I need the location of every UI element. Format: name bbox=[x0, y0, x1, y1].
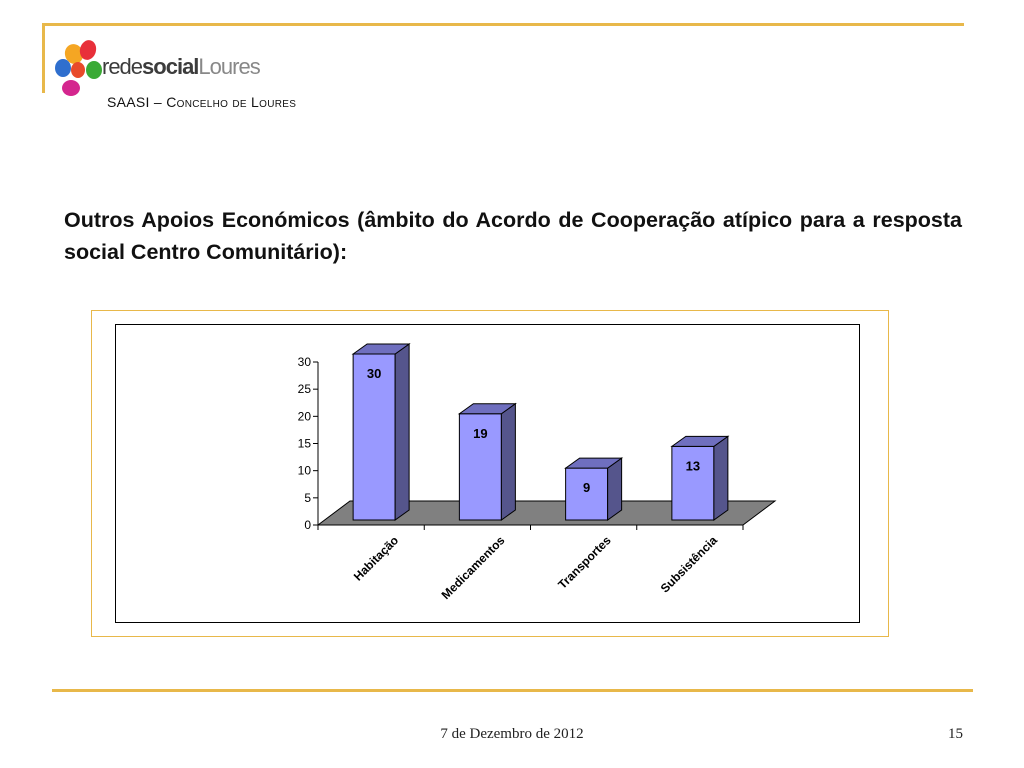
bar-value-label: 19 bbox=[473, 426, 487, 441]
footer-accent-line bbox=[52, 689, 973, 692]
bar-subsistência-front bbox=[671, 445, 715, 521]
bar-subsistência-top bbox=[670, 435, 730, 447]
logo-social: social bbox=[142, 54, 199, 79]
top-accent-line bbox=[42, 23, 964, 26]
bar-transportes-side bbox=[607, 457, 623, 521]
logo-wordmark: redesocialLoures bbox=[102, 54, 261, 80]
y-tick-label: 5 bbox=[304, 491, 311, 505]
bar-medicamentos-top bbox=[457, 403, 517, 415]
bar-transportes-top bbox=[564, 457, 624, 469]
logo-rede: rede bbox=[102, 54, 143, 79]
x-category-label: Transportes bbox=[555, 533, 614, 592]
left-accent-line bbox=[42, 23, 45, 93]
chart-outer-frame bbox=[91, 310, 889, 637]
bar-value-label: 9 bbox=[583, 480, 590, 495]
bar-value-label: 13 bbox=[686, 458, 700, 473]
slide-heading: Outros Apoios Económicos (âmbito do Acor… bbox=[64, 208, 962, 264]
bar-value-label: 30 bbox=[367, 366, 381, 381]
y-tick-label: 20 bbox=[298, 409, 312, 423]
y-tick-label: 0 bbox=[304, 518, 311, 532]
footer-date: 7 de Dezembro de 2012 bbox=[440, 726, 584, 742]
x-category-label: Subsistência bbox=[658, 533, 720, 595]
y-tick-label: 10 bbox=[298, 464, 312, 478]
bar-subsistência-side bbox=[713, 435, 729, 521]
x-category-label: Habitação bbox=[351, 533, 401, 583]
bar-medicamentos-front bbox=[458, 413, 502, 521]
header-subtitle: SAASI – Concelho de Loures bbox=[107, 94, 297, 110]
y-tick-label: 25 bbox=[298, 382, 312, 396]
bar-habitação-top bbox=[351, 343, 411, 355]
redesocial-logo-icon bbox=[55, 40, 102, 96]
chart-plot-frame bbox=[115, 324, 860, 623]
x-category-label: Medicamentos bbox=[439, 533, 508, 602]
logo-loures: Loures bbox=[198, 54, 260, 79]
page-number: 15 bbox=[948, 726, 963, 742]
bar-habitação-side bbox=[394, 343, 410, 521]
bar-medicamentos-side bbox=[500, 402, 516, 521]
y-tick-label: 30 bbox=[298, 355, 312, 369]
y-tick-label: 15 bbox=[298, 437, 312, 451]
